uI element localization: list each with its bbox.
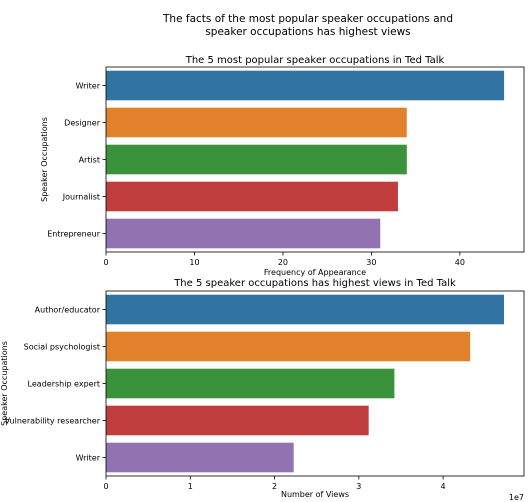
x-tick-label: 10 — [189, 258, 199, 267]
y-tick-label-social-psychologist: Social psychologist — [24, 343, 100, 352]
y-tick-label-artist: Artist — [79, 156, 100, 165]
x-tick-label: 1 — [188, 482, 193, 491]
x-axis-offset-text: 1e7 — [509, 493, 524, 502]
bar-leadership-expert — [106, 368, 395, 399]
y-tick-label-author-educator: Author/educator — [35, 306, 101, 315]
chart-title: The 5 speaker occupations has highest vi… — [173, 278, 456, 289]
x-tick-label: 30 — [366, 258, 376, 267]
chart-top-occupations-frequency: Writer Designer Artist Journalist Entreprene… — [40, 55, 525, 277]
bar-designer — [106, 107, 407, 138]
y-tick-label-designer: Designer — [64, 119, 101, 128]
x-axis-label: Frequency of Appearance — [264, 268, 366, 277]
x-axis-label: Number of Views — [281, 490, 349, 499]
x-tick-label: 0 — [103, 482, 108, 491]
y-tick-label-entrepreneur: Entrepreneur — [47, 230, 100, 239]
x-tick-label: 40 — [455, 258, 465, 267]
y-axis-label: Speaker Occupations — [40, 117, 49, 202]
bar-journalist — [106, 181, 398, 212]
y-tick-label-writer: Writer — [76, 454, 101, 463]
bar-artist — [106, 144, 407, 175]
axes-frame — [105, 290, 525, 477]
y-tick-label-writer: Writer — [76, 82, 101, 91]
y-axis-label: Speaker Occupations — [0, 341, 9, 426]
bar-writer — [106, 442, 294, 473]
figure-suptitle-line1: The facts of the most popular speaker oc… — [162, 13, 453, 25]
chart-title: The 5 most popular speaker occupations i… — [185, 55, 445, 66]
bar-social-psychologist — [106, 331, 471, 362]
y-tick-label-journalist: Journalist — [62, 193, 100, 202]
x-tick-label: 20 — [278, 258, 288, 267]
y-tick-label-leadership-expert: Leadership expert — [28, 380, 100, 389]
axes-frame — [105, 66, 525, 253]
chart-top-occupations-views: Author/educator Social psychologist Leader… — [0, 278, 525, 502]
y-tick-label-vulnerability-researcher: Vulnerability researcher — [5, 417, 101, 426]
x-tick-label: 3 — [356, 482, 361, 491]
x-tick-label: 2 — [272, 482, 277, 491]
bar-author-educator — [106, 294, 505, 325]
bar-writer — [106, 70, 505, 101]
x-tick-label: 0 — [103, 258, 108, 267]
bar-vulnerability-researcher — [106, 405, 369, 436]
bar-entrepreneur — [106, 218, 381, 249]
x-tick-label: 4 — [441, 482, 446, 491]
figure-suptitle-line2: speaker occupations has highest views — [205, 26, 410, 38]
